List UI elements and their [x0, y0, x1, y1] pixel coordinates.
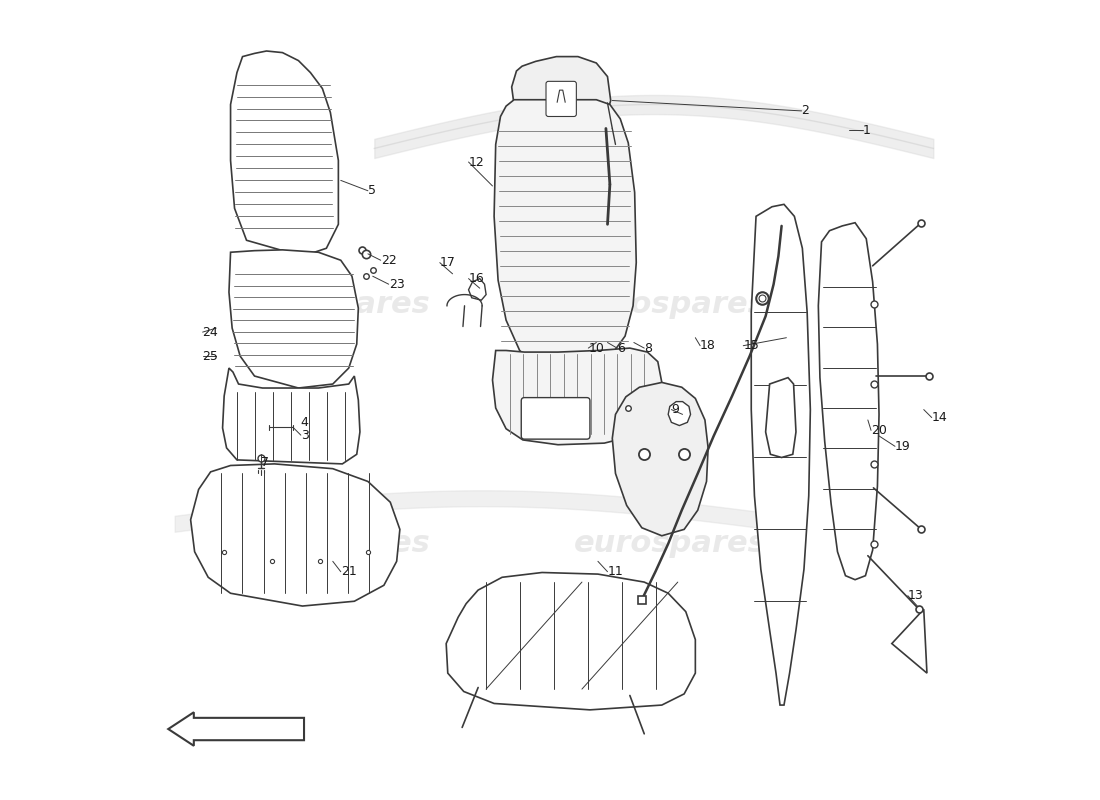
Text: 12: 12 [469, 155, 484, 169]
Polygon shape [766, 378, 796, 458]
FancyBboxPatch shape [546, 82, 576, 117]
Polygon shape [668, 402, 691, 426]
Text: 17: 17 [440, 256, 455, 269]
Polygon shape [751, 204, 811, 705]
Polygon shape [447, 573, 695, 710]
Text: 18: 18 [700, 339, 716, 352]
Polygon shape [613, 382, 708, 536]
Text: 7: 7 [261, 456, 268, 469]
Polygon shape [512, 57, 610, 141]
Polygon shape [190, 464, 400, 606]
Polygon shape [493, 348, 662, 445]
Text: 25: 25 [202, 350, 219, 362]
FancyBboxPatch shape [521, 398, 590, 439]
Text: 16: 16 [469, 272, 484, 285]
Polygon shape [892, 610, 927, 673]
Text: 11: 11 [607, 566, 624, 578]
Text: 5: 5 [367, 184, 376, 198]
Text: 9: 9 [671, 403, 680, 416]
Polygon shape [494, 100, 636, 370]
Text: eurospares: eurospares [238, 290, 431, 318]
Text: 21: 21 [341, 566, 356, 578]
FancyArrow shape [168, 712, 304, 746]
Text: 2: 2 [802, 105, 810, 118]
Text: 1: 1 [864, 123, 871, 137]
Text: 24: 24 [202, 326, 219, 338]
Polygon shape [229, 250, 359, 388]
Text: 8: 8 [645, 342, 652, 354]
Text: 14: 14 [932, 411, 947, 424]
Polygon shape [818, 222, 879, 580]
Text: 20: 20 [871, 424, 887, 437]
Text: 15: 15 [744, 339, 759, 352]
Polygon shape [222, 368, 360, 464]
Text: 22: 22 [381, 254, 396, 266]
Text: eurospares: eurospares [238, 530, 431, 558]
Polygon shape [231, 51, 339, 256]
Text: eurospares: eurospares [573, 290, 767, 318]
Text: eurospares: eurospares [573, 530, 767, 558]
Text: 6: 6 [617, 342, 625, 354]
Text: 3: 3 [300, 429, 309, 442]
Text: 19: 19 [895, 440, 911, 453]
Polygon shape [469, 278, 486, 300]
Text: 13: 13 [908, 589, 924, 602]
Text: 4: 4 [300, 416, 309, 429]
Text: 10: 10 [588, 342, 604, 354]
Text: 23: 23 [388, 278, 405, 290]
